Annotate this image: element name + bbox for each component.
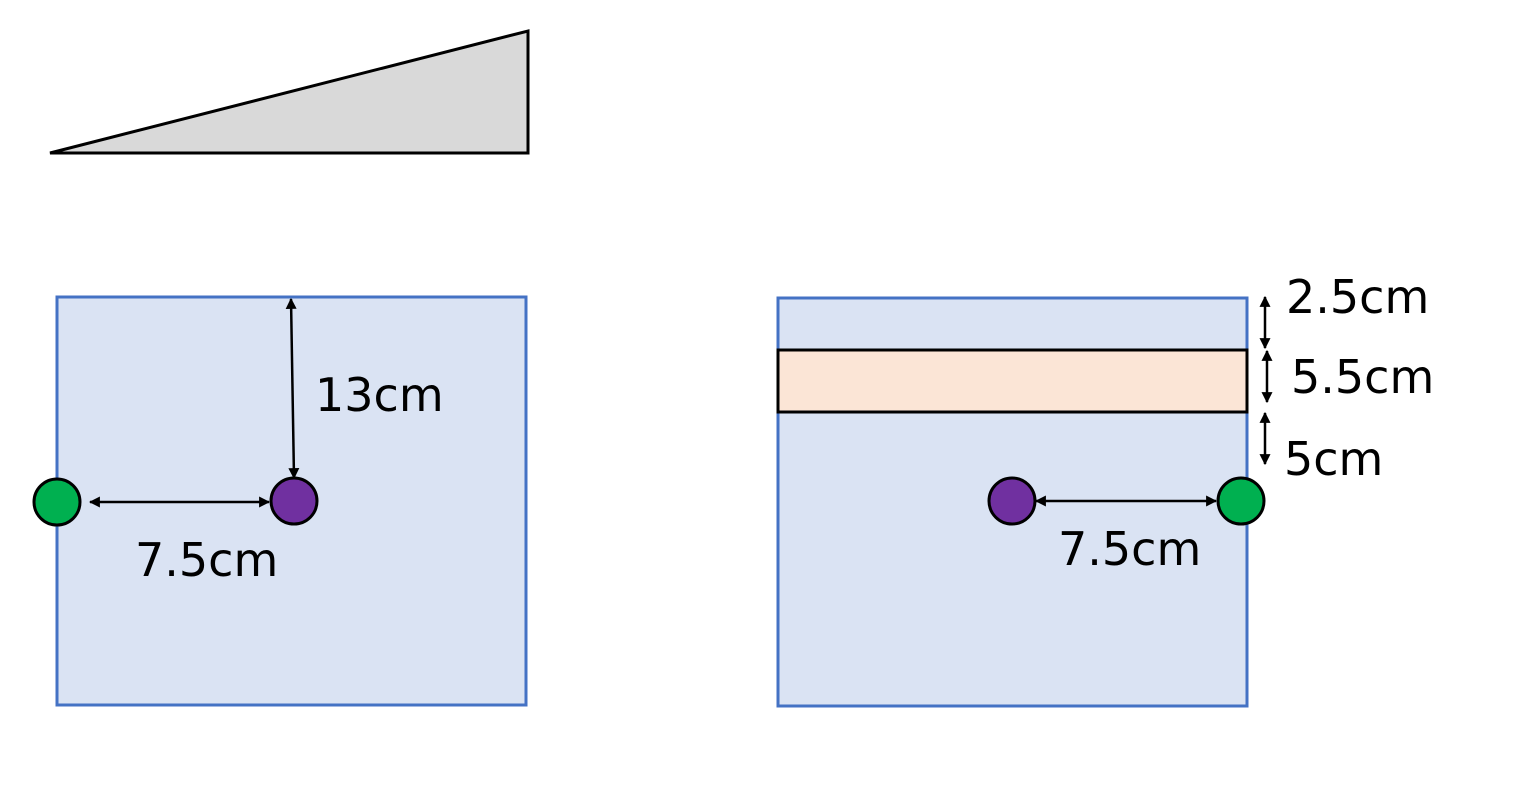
top-gap-label: 2.5cm [1286,270,1429,324]
wedge-shape [49,29,530,155]
right-horizontal-distance-label: 7.5cm [1058,522,1201,576]
left-vertical-distance-label: 13cm [315,368,444,422]
left-green-dot [32,477,82,527]
left-horizontal-distance-label: 7.5cm [135,533,278,587]
left-panel: 13cm 7.5cm [32,295,528,707]
right-panel-band [776,348,1249,414]
left-purple-dot [269,476,319,526]
right-panel: 2.5cm 5.5cm 5cm 7.5cm [776,270,1434,708]
lower-gap-label: 5cm [1284,432,1383,486]
band-height-label: 5.5cm [1291,350,1434,404]
right-green-dot [1216,476,1266,526]
left-vertical-arrow [285,297,300,480]
right-purple-dot [987,476,1037,526]
